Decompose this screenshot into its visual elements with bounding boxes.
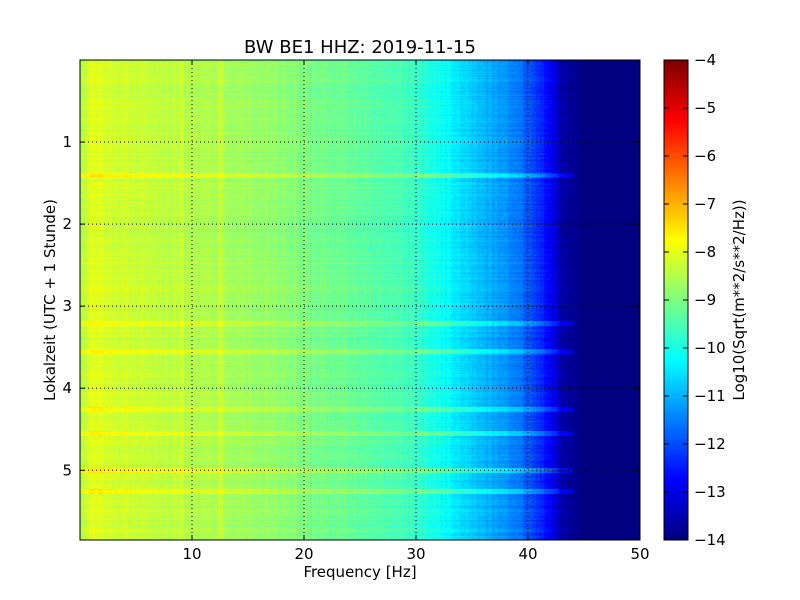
x-axis-label: Frequency [Hz]: [303, 563, 416, 581]
y-tick-label: 2: [62, 215, 72, 233]
y-tick-label: 3: [62, 297, 72, 315]
y-tick-label: 5: [62, 461, 72, 479]
x-tick-label: 20: [294, 545, 313, 563]
colorbar-tick-label: −7: [694, 195, 716, 213]
colorbar-tick-label: −6: [694, 147, 716, 165]
colorbar-ticks: −4 −5 −6 −7 −8 −9 −10 −11 −12 −13 −14: [664, 51, 726, 549]
x-axis-ticks: 10 20 30 40 50: [182, 60, 650, 563]
y-tick-label: 1: [62, 133, 72, 151]
colorbar-tick-label: −13: [694, 483, 726, 501]
colorbar-tick-label: −12: [694, 435, 726, 453]
chart-title: BW BE1 HHZ: 2019-11-15: [244, 37, 476, 58]
colorbar-tick-label: −5: [694, 99, 716, 117]
colorbar-tick-label: −4: [694, 51, 716, 69]
y-axis-label: Lokalzeit (UTC + 1 Stunde): [41, 199, 59, 401]
colorbar-label: Log10(Sqrt(m**2/s**2/Hz)): [730, 199, 748, 400]
grid-lines: [80, 60, 640, 540]
x-tick-label: 40: [518, 545, 537, 563]
spectrogram-heatmap: [80, 60, 640, 540]
x-tick-label: 30: [406, 545, 425, 563]
colorbar-tick-label: −8: [694, 243, 716, 261]
colorbar-tick-label: −10: [694, 339, 726, 357]
plot-area: 10 20 30 40 50 1 2 3 4 5: [62, 59, 650, 563]
y-axis-ticks: 1 2 3 4 5: [62, 133, 640, 479]
y-tick-label: 4: [62, 379, 72, 397]
colorbar: −4 −5 −6 −7 −8 −9 −10 −11 −12 −13 −14: [663, 51, 726, 549]
colorbar-tick-label: −14: [694, 531, 726, 549]
plot-frame: [79, 59, 641, 541]
colorbar-tick-label: −9: [694, 291, 716, 309]
x-tick-label: 50: [630, 545, 649, 563]
x-tick-label: 10: [182, 545, 201, 563]
colorbar-tick-label: −11: [694, 387, 726, 405]
